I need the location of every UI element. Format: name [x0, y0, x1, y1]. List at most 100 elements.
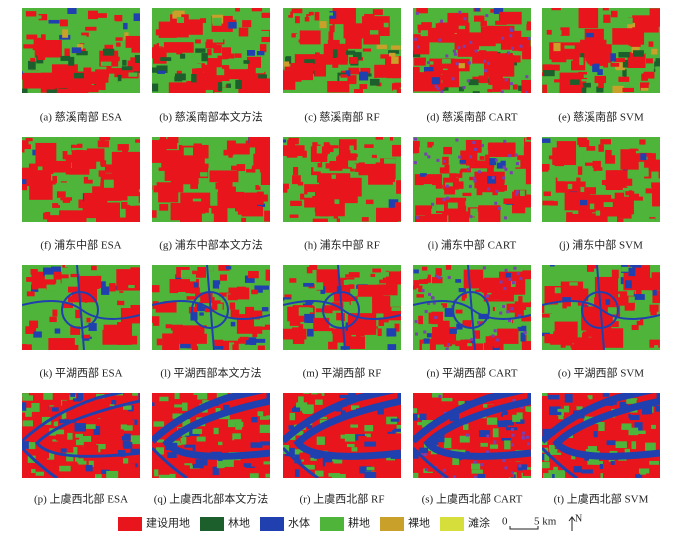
- map-patch: [632, 50, 644, 57]
- map-patch: [502, 165, 506, 169]
- map-patch: [190, 399, 196, 405]
- map-patch: [153, 421, 165, 427]
- map-patch: [625, 191, 635, 196]
- map-patch: [580, 216, 612, 222]
- river: [413, 446, 449, 478]
- map-image: [22, 393, 140, 478]
- map-patch: [86, 424, 96, 429]
- map-patch: [25, 411, 32, 417]
- map-patch: [610, 62, 620, 67]
- map-patch: [216, 459, 225, 469]
- map-patch: [542, 277, 544, 284]
- map-patch: [413, 408, 418, 416]
- map-patch: [76, 50, 88, 56]
- map-patch: [307, 328, 314, 337]
- map-patch: [31, 345, 42, 350]
- map-patch: [22, 71, 23, 78]
- north-label: N: [575, 513, 582, 524]
- map-patch: [610, 460, 615, 465]
- map-patch: [507, 319, 511, 323]
- map-patch: [367, 34, 379, 40]
- map-patch: [548, 394, 560, 400]
- map-patch: [226, 194, 234, 203]
- map-patch: [363, 461, 368, 470]
- map-patch: [519, 44, 523, 48]
- map-patch: [413, 472, 419, 478]
- map-patch: [499, 335, 511, 341]
- map-patch: [38, 14, 48, 21]
- map-patch: [437, 320, 450, 330]
- map-patch: [319, 185, 338, 196]
- map-patch: [484, 69, 488, 73]
- map-patch: [494, 304, 506, 312]
- map-patch: [504, 167, 508, 171]
- map-patch: [622, 87, 635, 93]
- map-patch: [358, 435, 367, 444]
- river: [283, 265, 401, 350]
- map-patch: [153, 182, 184, 193]
- map-patch: [622, 178, 633, 186]
- map-patch: [100, 61, 112, 66]
- map-patch: [465, 201, 476, 206]
- legend-label: 建设用地: [146, 516, 190, 530]
- map-patch: [333, 216, 339, 220]
- map-patch: [591, 328, 624, 348]
- map-patch: [458, 287, 466, 293]
- map-patch: [460, 168, 471, 173]
- map-patch: [384, 322, 395, 329]
- map-patch: [500, 413, 506, 417]
- map-patch: [42, 305, 49, 310]
- map-patch: [192, 428, 203, 434]
- map-patch: [432, 393, 443, 398]
- map-patch: [442, 58, 451, 64]
- map-patch: [640, 153, 647, 161]
- map-patch: [456, 323, 463, 330]
- map-patch: [463, 211, 475, 218]
- map-patch: [70, 393, 76, 397]
- map-patch: [384, 158, 396, 164]
- map-patch: [96, 8, 109, 12]
- map-patch: [571, 452, 576, 460]
- map-patch: [629, 265, 642, 268]
- map-patch: [622, 59, 629, 68]
- map-patch: [204, 326, 211, 334]
- map-image: [152, 137, 270, 222]
- map-patch: [550, 411, 562, 416]
- map-patch: [97, 140, 109, 148]
- map-patch: [228, 21, 237, 29]
- map-panel: [542, 8, 660, 93]
- map-patch: [129, 473, 140, 478]
- map-patch: [633, 294, 645, 300]
- map-patch: [106, 470, 119, 478]
- map-patch: [613, 76, 624, 85]
- map-patch: [631, 45, 640, 54]
- map-patch: [192, 198, 202, 203]
- map-patch: [463, 423, 469, 430]
- map-patch: [431, 77, 440, 85]
- map-patch: [128, 72, 138, 77]
- map-patch: [379, 279, 385, 284]
- map-patch: [653, 23, 660, 27]
- map-patch: [247, 50, 255, 56]
- map-patch: [182, 419, 191, 428]
- map-patch: [91, 265, 97, 271]
- map-patch: [369, 30, 379, 36]
- map-patch: [503, 420, 514, 426]
- map-patch: [471, 469, 483, 474]
- map-patch: [413, 269, 419, 274]
- map-patch: [218, 441, 223, 446]
- map-patch: [614, 192, 634, 215]
- map-patch: [392, 144, 401, 157]
- map-patch: [120, 424, 133, 431]
- map-patch: [567, 286, 578, 291]
- map-patch: [70, 273, 80, 278]
- map-patch: [78, 275, 102, 289]
- map-patch: [566, 265, 578, 274]
- map-patch: [28, 163, 38, 170]
- map-patch: [638, 468, 650, 474]
- map-patch: [510, 459, 516, 466]
- map-patch: [413, 297, 425, 306]
- map-patch: [260, 166, 270, 185]
- map-patch: [586, 329, 595, 337]
